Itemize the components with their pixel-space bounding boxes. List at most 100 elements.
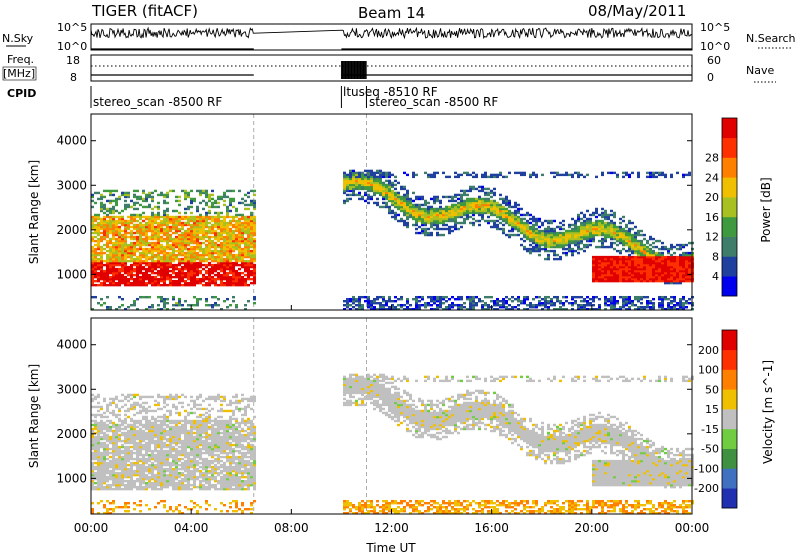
- power-cell-1290: [196, 301, 199, 305]
- power-cell-634: [142, 251, 145, 255]
- power-cell-4087: [640, 267, 643, 271]
- power-cell-23: [91, 237, 94, 241]
- power-cell-1655: [226, 283, 229, 287]
- power-cell-4301: [667, 305, 670, 309]
- power-cell-3015: [502, 213, 505, 217]
- power-cell-2368: [400, 207, 403, 211]
- velocity-cell-373: [121, 505, 124, 509]
- power-cell-871: [160, 225, 163, 229]
- velocity-cell-277: [112, 453, 115, 457]
- power-cell-1784: [235, 255, 238, 259]
- power-cell-213: [109, 283, 112, 287]
- power-cell-718: [148, 221, 151, 225]
- velocity-cell-82: [97, 473, 100, 477]
- power-cell-1057: [175, 215, 178, 219]
- power-cell-3194: [532, 245, 535, 249]
- power-cell-4351: [673, 297, 676, 301]
- power-cell-2002: [253, 239, 256, 243]
- power-cell-3355: [556, 241, 559, 245]
- power-cell-882: [163, 297, 166, 301]
- power-cell-3200: [532, 231, 535, 235]
- freq-tick-bottom: 8: [70, 71, 77, 84]
- power-cell-837: [157, 211, 160, 215]
- power-cell-4154: [646, 171, 649, 175]
- power-cell-907: [163, 229, 166, 233]
- power-cell-2167: [367, 177, 370, 181]
- power-cell-1791: [235, 237, 238, 241]
- power-cell-2554: [430, 221, 433, 225]
- power-cell-2903: [484, 193, 487, 197]
- power-cell-84: [97, 247, 100, 251]
- power-cell-3615: [595, 261, 598, 265]
- power-cell-1926: [247, 239, 250, 243]
- nsky-line: [90, 26, 693, 40]
- power-cell-4187: [652, 279, 655, 283]
- power-cell-2496: [421, 221, 424, 225]
- power-cell-332: [118, 295, 121, 299]
- velocity-cell-225: [106, 403, 109, 407]
- power-cell-2925: [487, 191, 490, 195]
- power-cell-1415: [205, 231, 208, 235]
- power-cell-2196: [373, 193, 376, 197]
- power-cell-4034: [634, 247, 637, 251]
- power-cell-680: [145, 231, 148, 235]
- power-cell-2546: [430, 303, 433, 307]
- power-cell-387: [121, 247, 124, 251]
- power-cell-2650: [445, 295, 448, 299]
- velocity-cell-174: [103, 445, 106, 449]
- power-cell-1129: [181, 221, 184, 225]
- power-cell-293: [115, 307, 118, 311]
- power-cell-4340: [670, 255, 673, 259]
- power-cell-1300: [196, 265, 199, 269]
- power-cell-1590: [220, 261, 223, 265]
- power-cell-3519: [583, 249, 586, 253]
- velocity-cell-192: [106, 499, 109, 503]
- power-cell-4229: [658, 303, 661, 307]
- velocity-cell-60: [94, 437, 97, 441]
- power-cell-426: [124, 239, 127, 243]
- power-cell-2179: [370, 189, 373, 193]
- power-cell-3531: [583, 219, 586, 223]
- power-cell-620: [142, 295, 145, 299]
- power-cell-2736: [457, 193, 460, 197]
- power-cell-4085: [640, 271, 643, 275]
- power-cell-1441: [208, 263, 211, 267]
- power-cell-1472: [211, 281, 214, 285]
- power-cell-1930: [247, 231, 250, 235]
- power-cell-1321: [196, 219, 199, 223]
- power-cell-178: [106, 277, 109, 281]
- power-cell-304: [115, 259, 118, 263]
- power-cell-1796: [235, 225, 238, 229]
- power-cell-1588: [220, 265, 223, 269]
- power-cell-802: [157, 303, 160, 307]
- power-cell-3161: [526, 229, 529, 233]
- power-cell-2191: [373, 305, 376, 309]
- power-cell-3667: [601, 267, 604, 271]
- power-cell-1895: [244, 227, 247, 231]
- power-cell-967: [169, 275, 172, 279]
- power-cell-1912: [247, 269, 250, 273]
- velocity-cell-126: [100, 467, 103, 471]
- power-cell-3307: [547, 219, 550, 223]
- power-cell-279: [112, 227, 115, 231]
- power-cell-2097: [355, 181, 358, 185]
- power-cell-782: [154, 249, 157, 253]
- power-cell-817: [157, 253, 160, 257]
- power-cell-709: [148, 247, 151, 251]
- power-cell-1079: [178, 251, 181, 255]
- power-cell-4258: [661, 295, 664, 299]
- power-cell-475: [130, 303, 133, 307]
- power-cell-1080: [178, 249, 181, 253]
- power-cell-514: [133, 279, 136, 283]
- velocity-cell-61: [94, 435, 97, 439]
- power-cell-649: [142, 211, 145, 215]
- power-cell-1998: [253, 247, 256, 251]
- power-cell-859: [160, 255, 163, 259]
- power-cell-3853: [616, 225, 619, 229]
- power-cell-2138: [364, 295, 367, 299]
- power-cell-4109: [643, 275, 646, 279]
- velocity-cell-299: [115, 505, 118, 509]
- power-cell-146: [103, 275, 106, 279]
- power-cell-3586: [592, 265, 595, 269]
- power-cell-1979: [253, 301, 256, 305]
